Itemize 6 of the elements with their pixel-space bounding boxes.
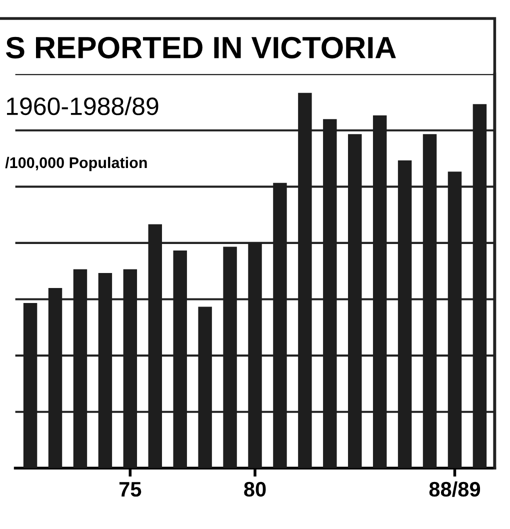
y-axis-title: /100,000 Population bbox=[5, 156, 147, 172]
x-tick-label: 75 bbox=[119, 482, 142, 497]
x-tick-label: 88/89 bbox=[429, 481, 480, 497]
x-tick-label: 80 bbox=[244, 482, 266, 497]
chart-subtitle: 1960-1988/89 bbox=[7, 96, 158, 116]
chart-title: S REPORTED IN VICTORIA bbox=[6, 36, 396, 58]
